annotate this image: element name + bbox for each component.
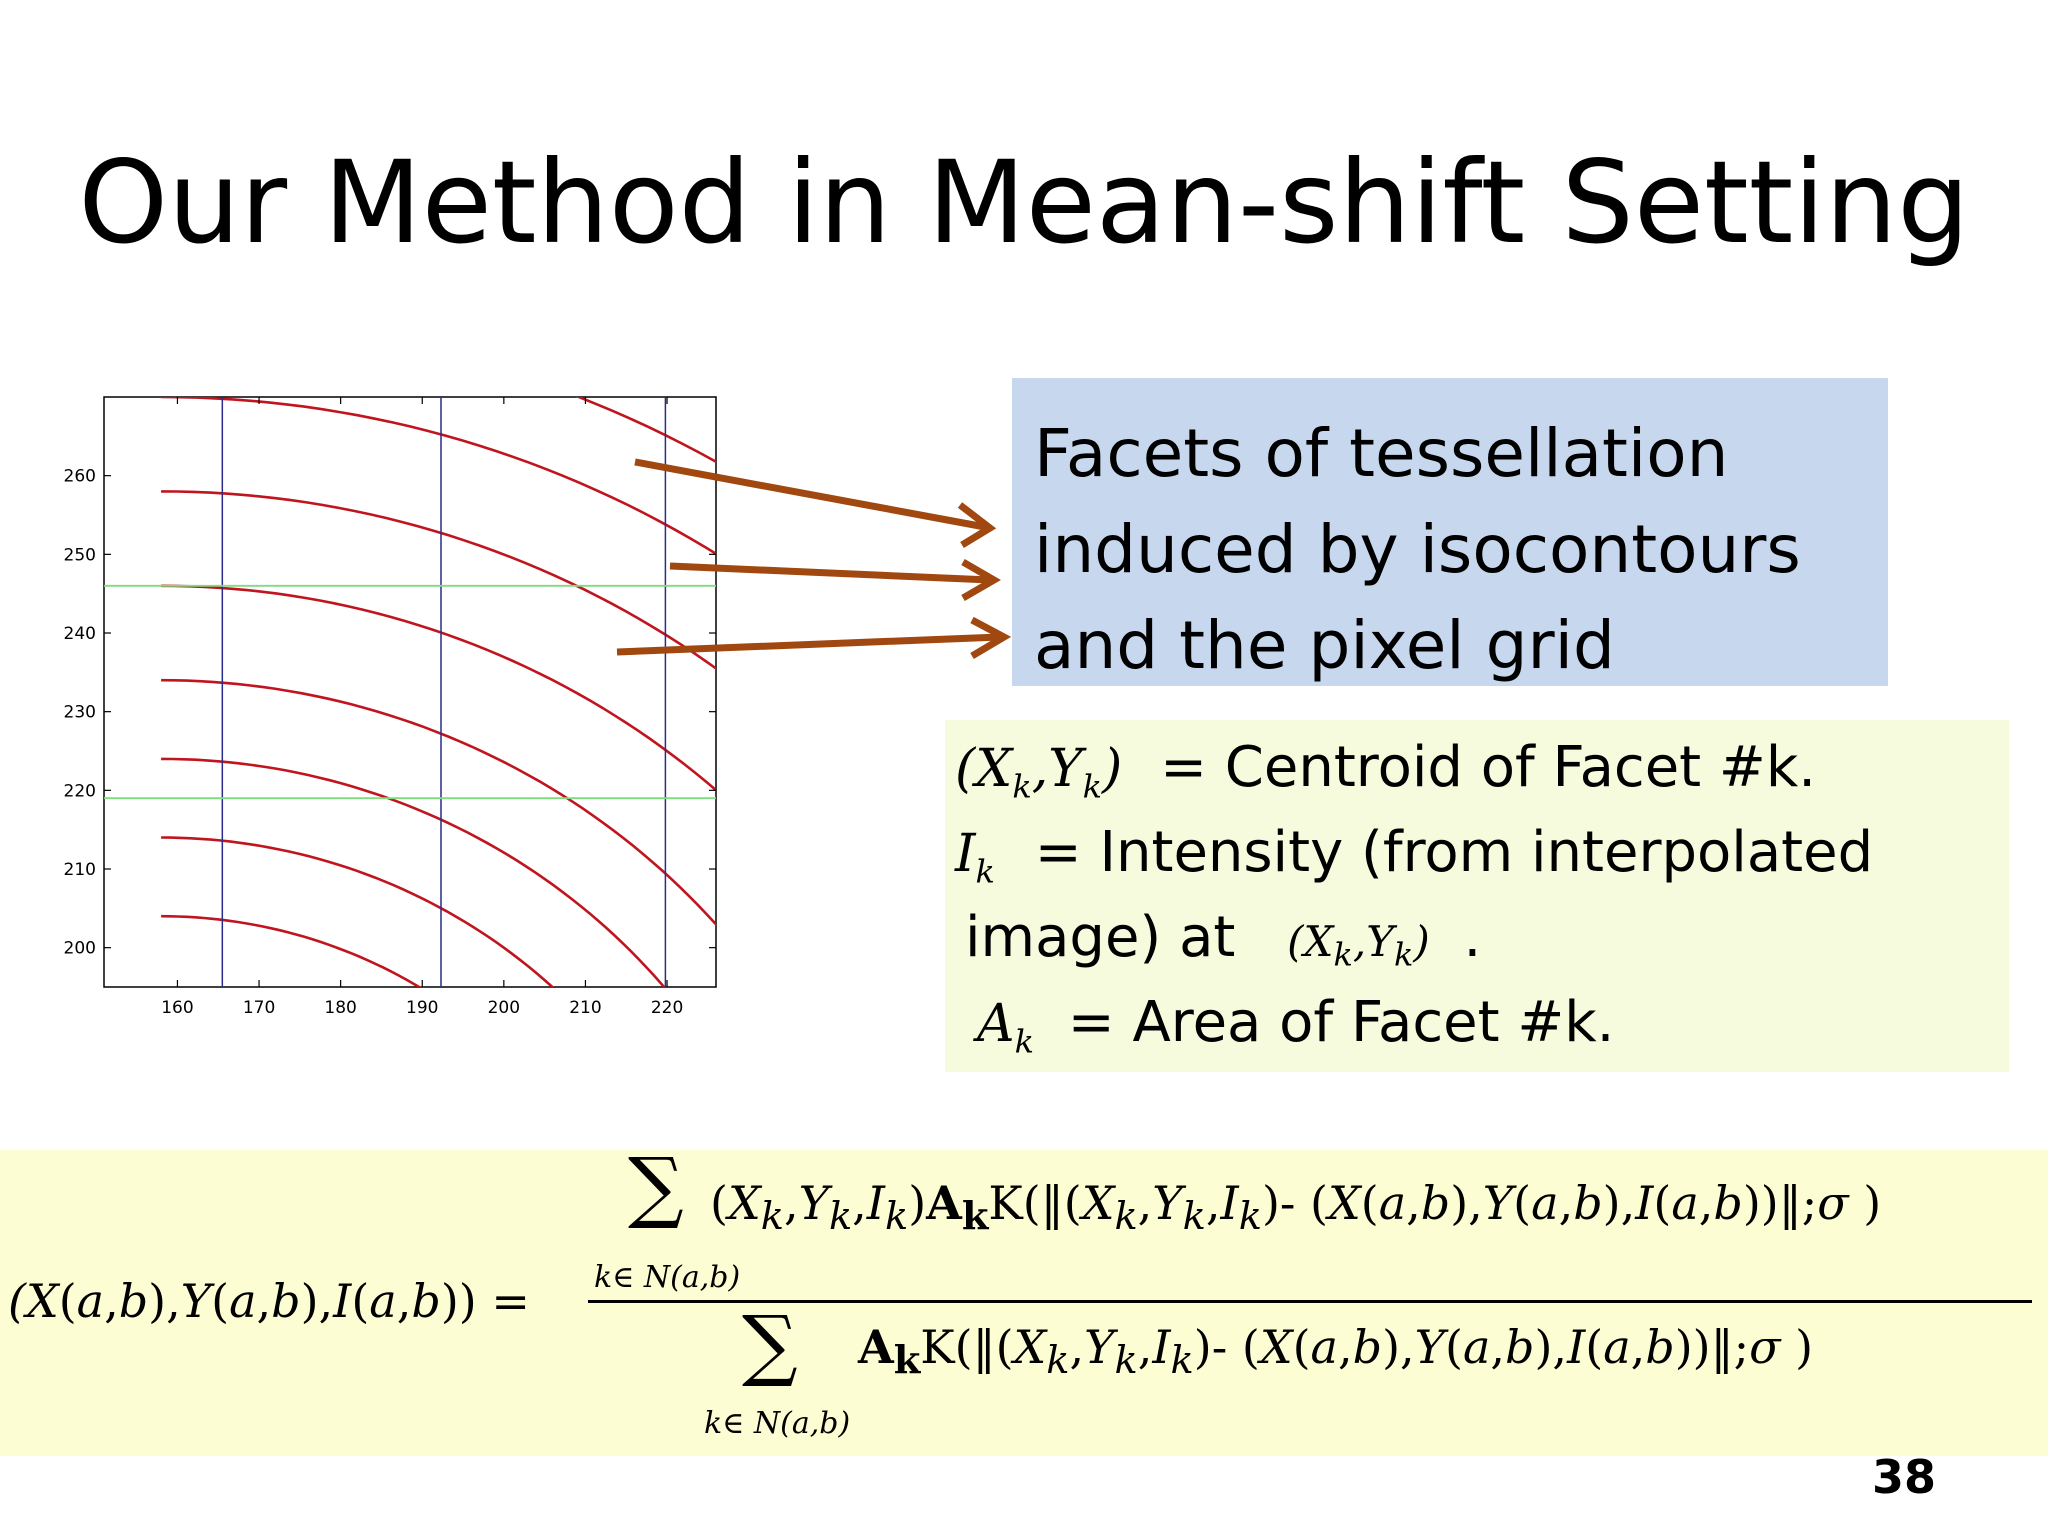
period: . [1463, 905, 1482, 970]
area-text: = Area of Facet #k. [1067, 990, 1615, 1055]
callout-line-2: induced by isocontours [1034, 511, 1801, 588]
isocontour-6 [161, 757, 666, 987]
area-definition: Ak = Area of Facet #k. [977, 990, 1614, 1060]
y-tick-label: 260 [64, 467, 96, 487]
x-tick-label: 220 [651, 998, 683, 1018]
mean-shift-equation: (X(a,b),Y(a,b),I(a,b)) = ∑ k∈ N(a,b) (Xk… [0, 1142, 2048, 1456]
x-tick-label: 190 [406, 998, 438, 1018]
isocontour-plot: 160 170 180 190 200 210 220 200 210 220 230 240 250 2… [64, 396, 717, 1018]
x-tick-label: 180 [324, 998, 356, 1018]
numerator-expression: (Xk,Yk,Ik)AkK(‖(Xk,Yk,Ik)- (X(a,b),Y(a,b… [710, 1176, 1882, 1240]
x-tick-label: 200 [488, 998, 520, 1018]
isocontour-7 [161, 836, 555, 987]
fraction-bar [588, 1300, 2032, 1303]
numerator-sum-symbol: ∑ [628, 1142, 684, 1232]
centroid-definition: (Xk,Yk) = Centroid of Facet #k. [955, 735, 1816, 805]
isocontour-4 [161, 584, 716, 792]
isocontour-8 [161, 914, 422, 987]
callout-line-1: Facets of tessellation [1034, 415, 1729, 492]
denominator-sum-symbol: ∑ [742, 1300, 798, 1390]
callout-text: Facets of tessellation induced by isocon… [1034, 406, 1801, 694]
page-number: 38 [1871, 1450, 1936, 1504]
centroid-text: = Centroid of Facet #k. [1160, 735, 1817, 800]
y-tick-label: 230 [64, 703, 96, 723]
intensity-definition: Ik = Intensity (from interpolated [955, 820, 1873, 890]
callout-line-3: and the pixel grid [1034, 607, 1615, 684]
y-tick-label: 210 [64, 860, 96, 880]
y-tick-label: 200 [64, 939, 96, 959]
centroid-symbol-2: (Xk,Yk) [1287, 917, 1430, 974]
numerator-sum-index: k∈ N(a,b) [594, 1260, 741, 1295]
denominator-expression: AkK(‖(Xk,Yk,Ik)- (X(a,b),Y(a,b),I(a,b))‖… [858, 1320, 1814, 1384]
centroid-symbol: (Xk,Yk) [955, 739, 1123, 806]
denominator-sum-index: k∈ N(a,b) [704, 1406, 851, 1441]
intensity-text: = Intensity (from interpolated [1034, 820, 1874, 885]
isocontour-3 [161, 490, 716, 671]
slide-title: Our Method in Mean-shift Setting [78, 136, 1970, 269]
facets-callout: Facets of tessellation induced by isocon… [1012, 378, 1888, 686]
definitions-box: (Xk,Yk) = Centroid of Facet #k. Ik = Int… [945, 720, 2009, 1072]
y-tick-label: 250 [64, 545, 96, 565]
x-tick-label: 210 [569, 998, 601, 1018]
isocontour-5 [161, 678, 716, 927]
isocontour-2 [161, 397, 716, 556]
x-tick-label: 170 [243, 998, 275, 1018]
plot-frame [103, 396, 717, 988]
area-symbol: Ak [977, 994, 1034, 1061]
equation-lhs: (X(a,b),Y(a,b),I(a,b)) = [8, 1274, 530, 1328]
y-tick-label: 220 [64, 781, 96, 801]
x-tick-label: 160 [161, 998, 193, 1018]
intensity-text-2: image) at [965, 905, 1236, 970]
y-tick-label: 240 [64, 624, 96, 644]
intensity-definition-cont: image) at (Xk,Yk) . [965, 905, 1481, 973]
intensity-symbol: Ik [955, 824, 995, 891]
